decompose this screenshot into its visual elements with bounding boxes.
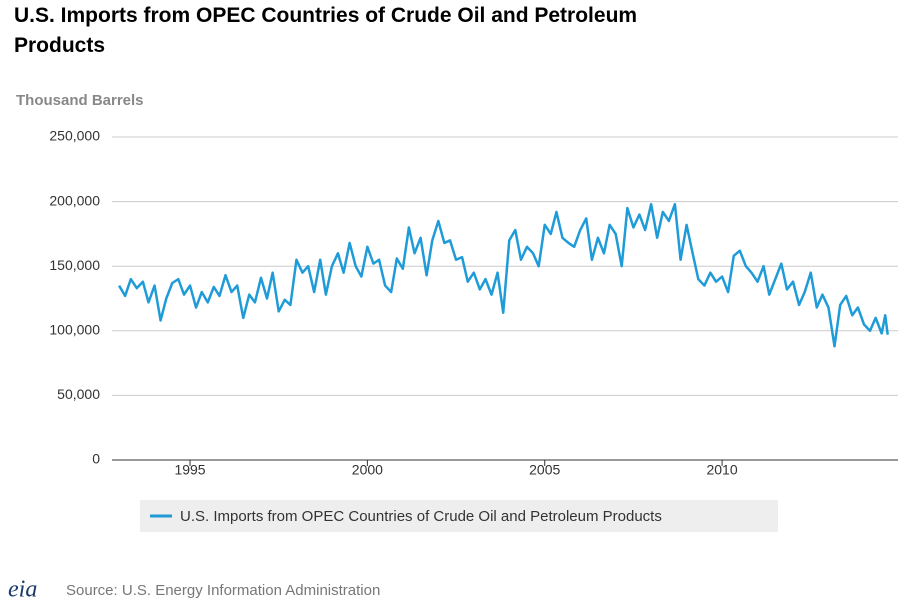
x-tick-label: 1995 bbox=[174, 462, 205, 478]
y-tick-label: 250,000 bbox=[49, 128, 100, 144]
x-tick-label: 2010 bbox=[706, 462, 737, 478]
y-tick-label: 150,000 bbox=[49, 257, 100, 273]
x-tick-label: 2005 bbox=[529, 462, 560, 478]
y-tick-label: 50,000 bbox=[57, 386, 100, 402]
legend-box bbox=[140, 500, 778, 532]
logo: eia bbox=[8, 577, 37, 603]
source: Source: U.S. Energy Information Administ… bbox=[66, 582, 380, 599]
y-axis-label: Thousand Barrels bbox=[16, 92, 144, 109]
chart-title: U.S. Imports from OPEC Countries of Crud… bbox=[14, 4, 637, 57]
legend-label: U.S. Imports from OPEC Countries of Crud… bbox=[180, 508, 662, 525]
data-line bbox=[118, 202, 889, 348]
y-tick-label: 0 bbox=[92, 451, 100, 467]
x-tick-label: 2000 bbox=[352, 462, 383, 478]
y-tick-label: 200,000 bbox=[49, 192, 100, 208]
y-tick-label: 100,000 bbox=[49, 322, 100, 338]
